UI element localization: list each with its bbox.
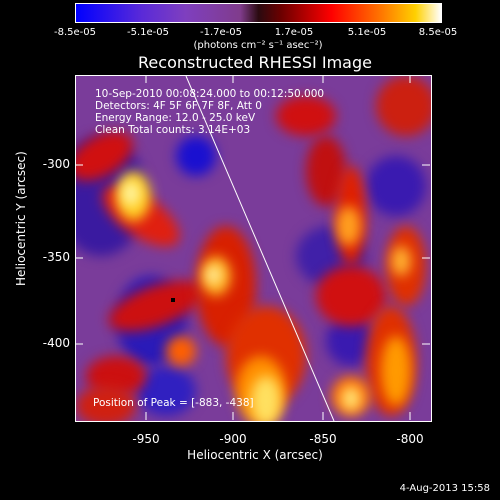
generation-timestamp: 4-Aug-2013 15:58 (399, 483, 490, 494)
colorbar-unit: (photons cm⁻² s⁻¹ asec⁻²) (193, 40, 323, 51)
rhessi-image (75, 75, 432, 422)
x-tick-label: -800 (396, 432, 424, 446)
colorbar (75, 3, 442, 23)
energy-range: Energy Range: 12.0 - 25.0 keV (95, 112, 256, 124)
y-tick-label: -350 (42, 250, 70, 264)
detectors: Detectors: 4F 5F 6F 7F 8F, Att 0 (95, 100, 262, 112)
peak-position: Position of Peak = [-883, -438] (93, 397, 254, 409)
x-tick-label: -850 (309, 432, 337, 446)
peak-marker (171, 298, 175, 302)
colorbar-tick: 8.5e-05 (418, 27, 458, 38)
colorbar-tick: 1.7e-05 (274, 27, 314, 38)
y-tick-label: -300 (42, 157, 70, 171)
clean-counts: Clean Total counts: 3.14E+03 (95, 124, 251, 136)
x-axis-label: Heliocentric X (arcsec) (187, 448, 323, 462)
time-range: 10-Sep-2010 00:08:24.000 to 00:12:50.000 (95, 88, 325, 100)
colorbar-tick: -8.5e-05 (54, 27, 96, 38)
x-tick-label: -900 (219, 432, 247, 446)
x-tick-label: -950 (132, 432, 160, 446)
colorbar-tick: -5.1e-05 (127, 27, 169, 38)
y-tick-label: -400 (42, 336, 70, 350)
colorbar-tick: -1.7e-05 (200, 27, 242, 38)
plot-title: Reconstructed RHESSI Image (138, 53, 372, 72)
colorbar-tick: 5.1e-05 (347, 27, 387, 38)
solar-limb-line (185, 76, 335, 421)
